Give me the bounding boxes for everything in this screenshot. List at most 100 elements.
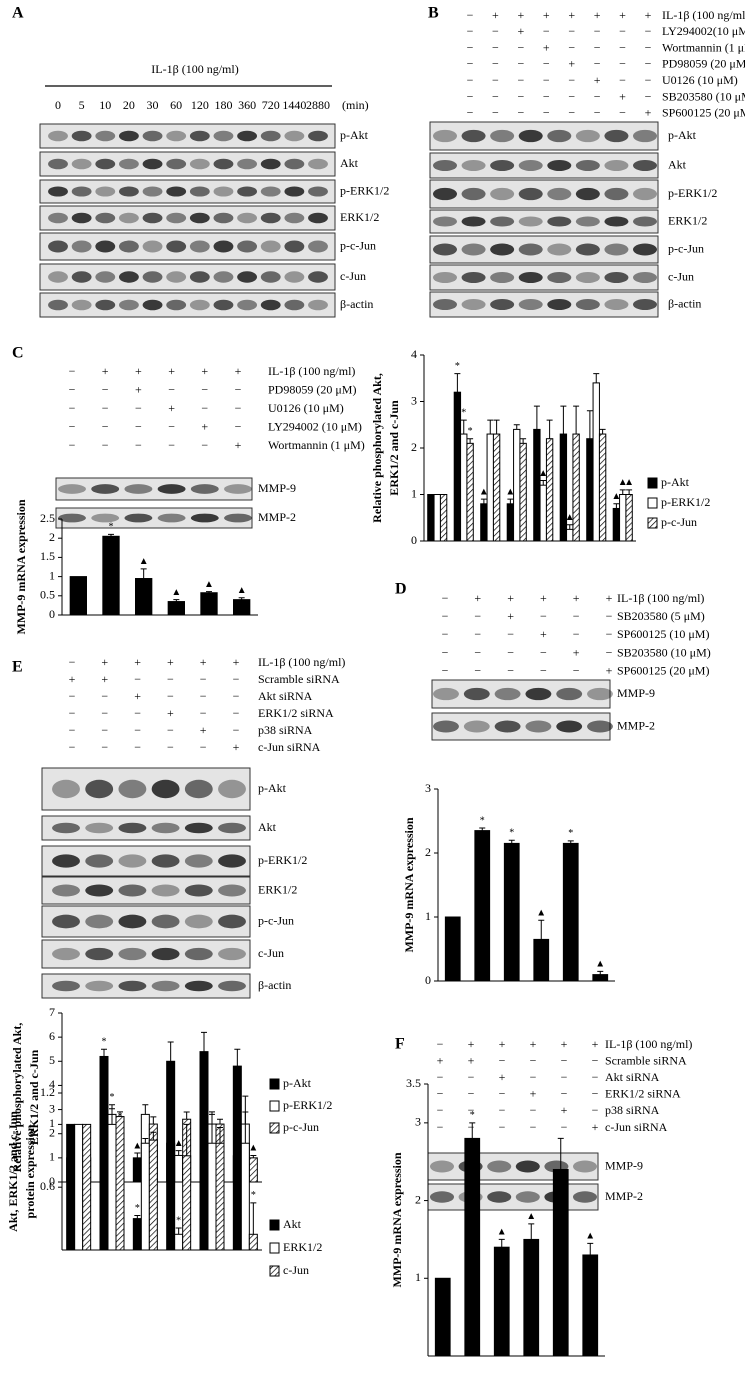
blot-band (487, 1191, 512, 1203)
blot-band (91, 484, 120, 494)
treatment-sign: + (135, 364, 142, 378)
legend-swatch (269, 1265, 280, 1277)
treatment-sign: − (468, 1103, 475, 1117)
blot-label: p-ERK1/2 (340, 183, 389, 197)
blot-band (308, 271, 328, 283)
y-tick-label: 0.5 (40, 588, 55, 602)
y-tick-label: 7 (49, 1005, 55, 1019)
treatment-sign: + (101, 655, 108, 669)
error-bar (234, 1048, 241, 1067)
treatment-sign: − (437, 1103, 444, 1117)
treatment-label: p38 siRNA (605, 1103, 660, 1117)
treatment-sign: − (101, 723, 108, 737)
bar (248, 1157, 258, 1183)
blot-band (237, 299, 258, 311)
treatment-sign: + (540, 591, 547, 605)
error-bar (206, 591, 212, 593)
treatment-sign: − (645, 73, 652, 87)
treatment-sign: − (543, 73, 550, 87)
blot-band (118, 186, 139, 197)
error-bar (238, 597, 245, 600)
treatment-label: Scramble siRNA (258, 672, 340, 686)
treatment-sign: − (201, 438, 208, 452)
blot-band (284, 212, 305, 224)
treatment-sign: − (467, 40, 474, 54)
treatment-sign: − (492, 106, 499, 120)
blot-band (52, 884, 80, 897)
treatment-sign: + (592, 1120, 599, 1134)
treatment-sign: + (437, 1053, 444, 1067)
treatment-sign: − (135, 419, 142, 433)
significance-marker: ▲ (139, 556, 149, 567)
treatment-label: PD98059 (20 μM) (268, 382, 356, 396)
blot-band (85, 822, 114, 834)
error-bar (209, 1111, 215, 1144)
blot-label: c-Jun (668, 269, 694, 283)
bar (199, 1142, 209, 1251)
time-label: 30 (147, 98, 159, 112)
treatment-sign: − (69, 364, 76, 378)
y-axis-label: Relative phosphorylated Akt, (370, 373, 384, 523)
treatment-label: SB203580 (10 μM) (617, 645, 711, 659)
significance-marker: * (251, 1190, 256, 1201)
y-tick-label: 1 (49, 1150, 55, 1164)
bar (248, 1233, 258, 1251)
blot-strip (429, 152, 659, 179)
treatment-label: Akt siRNA (258, 689, 313, 703)
treatment-sign: − (442, 664, 449, 678)
panel-label: B (428, 5, 439, 22)
blot-band (604, 187, 629, 201)
blot-band (633, 160, 657, 171)
blot-band (260, 299, 281, 311)
error-bar (597, 970, 604, 975)
treatment-sign: − (530, 1103, 537, 1117)
treatment-sign: − (540, 664, 547, 678)
treatment-sign: − (573, 609, 580, 623)
y-tick-label: 1 (415, 1270, 421, 1284)
blot-band (118, 212, 139, 224)
significance-marker: ▲ (132, 1140, 142, 1151)
treatment-sign: − (619, 24, 626, 38)
blot-band (575, 129, 600, 143)
treatment-sign: − (507, 664, 514, 678)
blot-strip (41, 939, 251, 969)
blot-band (118, 130, 139, 142)
blot-strip (429, 235, 659, 264)
treatment-sign: − (134, 672, 141, 686)
treatment-sign: + (201, 419, 208, 433)
treatment-sign: − (530, 1070, 537, 1084)
y-tick-label: 2 (411, 440, 417, 454)
blot-band (260, 212, 281, 224)
blot-band (189, 158, 210, 170)
blot-label: Akt (340, 156, 359, 170)
treatment-sign: + (167, 655, 174, 669)
blot-band (463, 687, 490, 701)
blot-band (494, 720, 521, 733)
error-bar (140, 568, 147, 579)
blot-label: p-c-Jun (340, 238, 376, 252)
blot-band (189, 130, 210, 142)
significance-marker: * (461, 407, 466, 418)
error-bar (117, 1111, 123, 1117)
y-tick-label: 1 (49, 1116, 55, 1130)
y-tick-label: 0 (49, 1174, 55, 1188)
panel-label: A (12, 5, 24, 22)
error-bar (493, 419, 500, 435)
treatment-label: SB203580 (10 μM) (662, 89, 745, 103)
treatment-sign: + (568, 57, 575, 71)
treatment-sign: + (233, 740, 240, 754)
blot-band (308, 299, 328, 311)
treatment-sign: + (594, 8, 601, 22)
treatment-sign: − (568, 40, 575, 54)
treatment-sign: − (499, 1087, 506, 1101)
treatment-sign: − (437, 1037, 444, 1051)
legend-label: p-c-Jun (283, 1120, 319, 1134)
blot-label: β-actin (340, 297, 373, 311)
bar (552, 1168, 569, 1357)
treatment-sign: + (101, 672, 108, 686)
bar (539, 484, 547, 542)
treatment-sign: − (442, 591, 449, 605)
significance-marker: * (470, 1110, 475, 1121)
treatment-sign: + (134, 689, 141, 703)
blot-label: MMP-2 (617, 718, 655, 732)
